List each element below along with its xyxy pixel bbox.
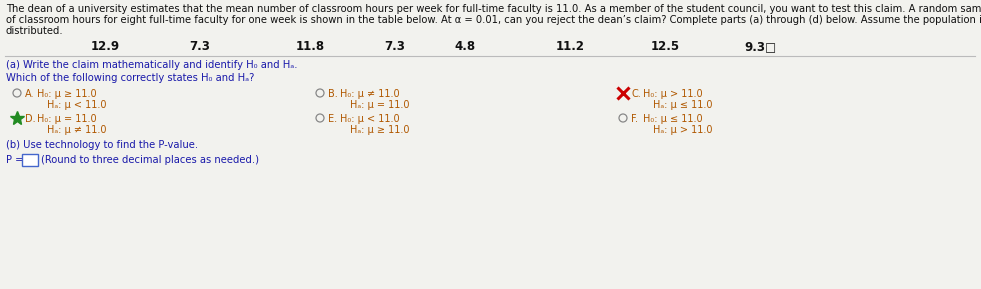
Text: Hₐ: μ = 11.0: Hₐ: μ = 11.0 xyxy=(350,100,409,110)
Text: D.: D. xyxy=(25,114,35,124)
Text: H₀: μ = 11.0: H₀: μ = 11.0 xyxy=(37,114,96,124)
Text: H₀: μ ≥ 11.0: H₀: μ ≥ 11.0 xyxy=(37,89,96,99)
Text: (Round to three decimal places as needed.): (Round to three decimal places as needed… xyxy=(41,155,259,165)
Text: Hₐ: μ ≠ 11.0: Hₐ: μ ≠ 11.0 xyxy=(47,125,107,135)
Text: A.: A. xyxy=(25,89,34,99)
Text: E.: E. xyxy=(328,114,337,124)
Text: H₀: μ ≤ 11.0: H₀: μ ≤ 11.0 xyxy=(643,114,702,124)
Text: of classroom hours for eight full-time faculty for one week is shown in the tabl: of classroom hours for eight full-time f… xyxy=(6,15,981,25)
Text: 11.2: 11.2 xyxy=(555,40,585,53)
Text: H₀: μ < 11.0: H₀: μ < 11.0 xyxy=(340,114,399,124)
Text: distributed.: distributed. xyxy=(6,26,64,36)
Text: 11.8: 11.8 xyxy=(295,40,325,53)
Text: 9.3□: 9.3□ xyxy=(744,40,776,53)
Text: 12.9: 12.9 xyxy=(90,40,120,53)
Text: H₀: μ ≠ 11.0: H₀: μ ≠ 11.0 xyxy=(340,89,399,99)
Text: 4.8: 4.8 xyxy=(454,40,476,53)
Text: C.: C. xyxy=(631,89,641,99)
Text: Hₐ: μ ≤ 11.0: Hₐ: μ ≤ 11.0 xyxy=(653,100,712,110)
Text: 12.5: 12.5 xyxy=(650,40,680,53)
Text: Hₐ: μ ≥ 11.0: Hₐ: μ ≥ 11.0 xyxy=(350,125,409,135)
Text: (b) Use technology to find the P-value.: (b) Use technology to find the P-value. xyxy=(6,140,198,150)
Text: P =: P = xyxy=(6,155,24,165)
Text: Hₐ: μ > 11.0: Hₐ: μ > 11.0 xyxy=(653,125,712,135)
Text: 7.3: 7.3 xyxy=(189,40,211,53)
Text: (a) Write the claim mathematically and identify H₀ and Hₐ.: (a) Write the claim mathematically and i… xyxy=(6,60,297,70)
Text: B.: B. xyxy=(328,89,337,99)
Text: Which of the following correctly states H₀ and Hₐ?: Which of the following correctly states … xyxy=(6,73,254,83)
Text: F.: F. xyxy=(631,114,638,124)
Text: 7.3: 7.3 xyxy=(385,40,405,53)
Text: The dean of a university estimates that the mean number of classroom hours per w: The dean of a university estimates that … xyxy=(6,4,981,14)
FancyBboxPatch shape xyxy=(22,154,38,166)
Text: H₀: μ > 11.0: H₀: μ > 11.0 xyxy=(643,89,702,99)
Text: Hₐ: μ < 11.0: Hₐ: μ < 11.0 xyxy=(47,100,107,110)
